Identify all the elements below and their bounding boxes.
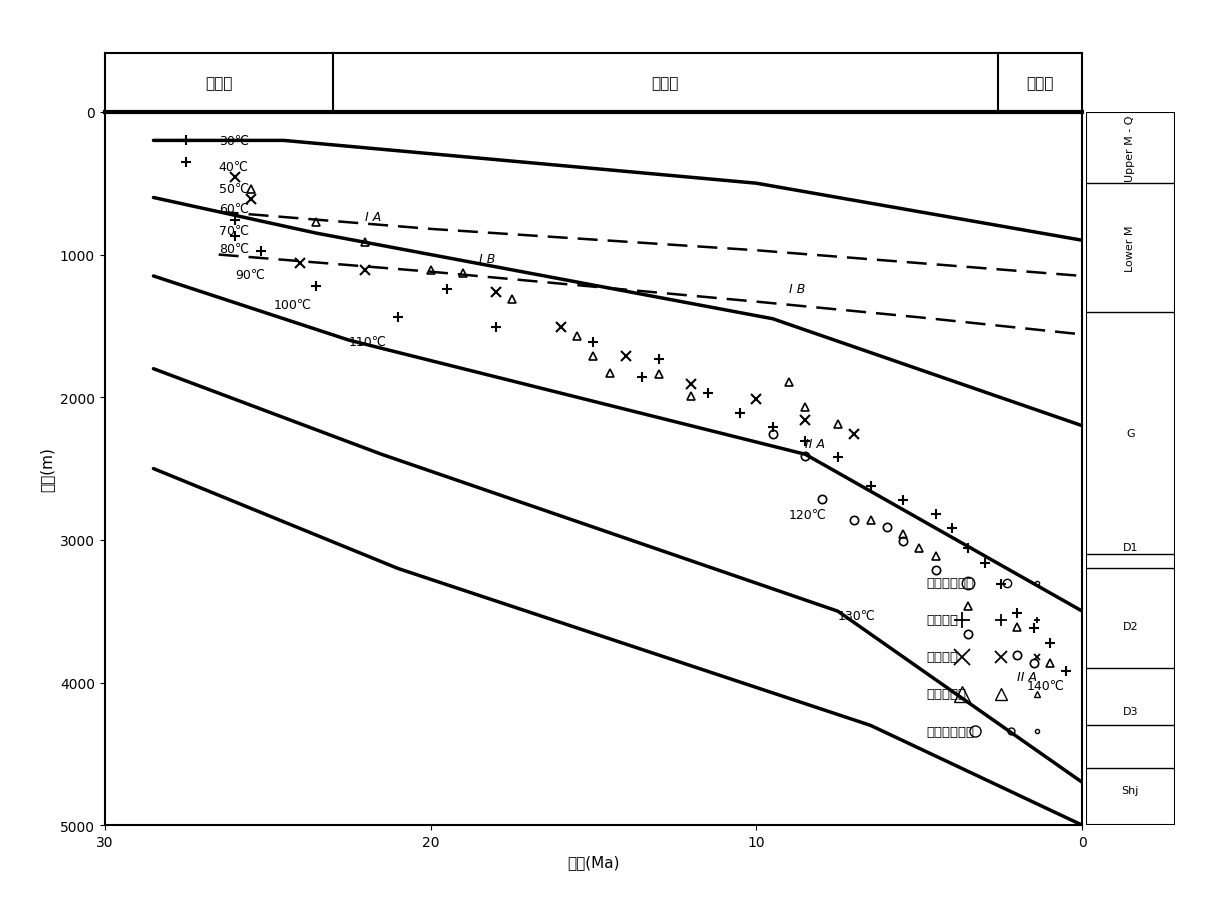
Text: 新近系: 新近系 (652, 76, 679, 91)
Text: 100℃: 100℃ (274, 299, 312, 311)
Text: Shj: Shj (1122, 785, 1139, 795)
Text: D2: D2 (1123, 621, 1138, 630)
Text: D3: D3 (1123, 706, 1138, 716)
Text: II A: II A (1017, 670, 1037, 683)
Text: 70℃: 70℃ (219, 225, 248, 237)
Text: 50℃: 50℃ (219, 183, 248, 197)
Text: 占近系: 占近系 (205, 76, 232, 91)
Text: I A: I A (365, 211, 381, 224)
Text: 60℃: 60℃ (219, 203, 248, 216)
Text: I B: I B (480, 253, 496, 265)
X-axis label: 时间(Ma): 时间(Ma) (567, 854, 620, 870)
Text: G: G (1125, 428, 1135, 438)
Text: 黏土胶结: 黏土胶结 (926, 613, 958, 627)
Text: 120℃: 120℃ (790, 508, 827, 521)
Text: II A: II A (806, 437, 825, 451)
Text: D1: D1 (1123, 542, 1138, 552)
Text: 长石岩层溶蚀: 长石岩层溶蚀 (926, 725, 974, 738)
Y-axis label: 深度(m): 深度(m) (39, 446, 54, 492)
Text: 110℃: 110℃ (349, 336, 386, 349)
Text: 140℃: 140℃ (1027, 679, 1065, 692)
Text: 方解石胶结: 方解石胶结 (926, 687, 966, 701)
Text: Upper M - Q: Upper M - Q (1125, 115, 1135, 181)
Text: I B: I B (790, 282, 806, 295)
Text: 第四系: 第四系 (1026, 76, 1054, 91)
Text: 成岩作用强度: 成岩作用强度 (926, 576, 974, 590)
Text: 80℃: 80℃ (219, 243, 248, 256)
Text: 130℃: 130℃ (838, 610, 876, 622)
Text: 30℃: 30℃ (219, 134, 248, 148)
Text: Lower M: Lower M (1125, 225, 1135, 272)
Text: 机械压实: 机械压实 (926, 650, 958, 664)
Text: 40℃: 40℃ (219, 161, 248, 173)
Text: 90℃: 90℃ (235, 269, 264, 281)
